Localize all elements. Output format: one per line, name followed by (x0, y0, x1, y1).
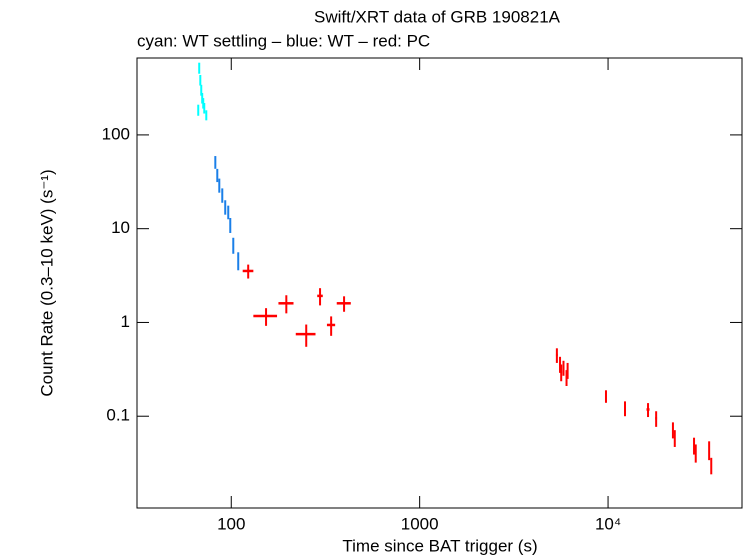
x-tick-label: 1000 (401, 514, 439, 533)
y-tick-label: 1 (121, 312, 130, 331)
y-axis-label: Count Rate (0.3–10 keV) (s⁻¹) (37, 169, 56, 396)
plot-frame (136, 57, 743, 509)
y-tick-label: 100 (102, 124, 130, 143)
x-tick-label: 100 (217, 514, 245, 533)
chart-subtitle: cyan: WT settling – blue: WT – red: PC (137, 31, 430, 50)
x-axis-label: Time since BAT trigger (s) (342, 536, 537, 555)
chart-title: Swift/XRT data of GRB 190821A (314, 7, 561, 26)
x-tick-label: 10⁴ (595, 514, 621, 533)
y-tick-label: 0.1 (106, 406, 130, 425)
y-tick-label: 10 (111, 218, 130, 237)
